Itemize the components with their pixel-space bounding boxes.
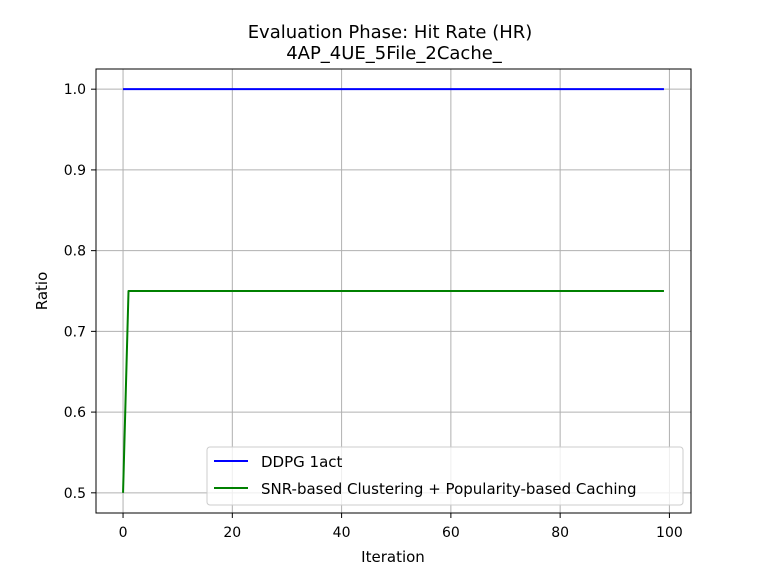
chart-subtitle: 4AP_4UE_5File_2Cache_ bbox=[286, 43, 503, 64]
y-tick-label: 0.7 bbox=[64, 324, 86, 340]
x-tick-label: 0 bbox=[119, 525, 128, 541]
legend-label-snr-caching: SNR-based Clustering + Popularity-based … bbox=[261, 480, 637, 498]
chart-title: Evaluation Phase: Hit Rate (HR) bbox=[248, 22, 533, 43]
x-axis-label: Iteration bbox=[361, 548, 425, 566]
x-tick-label: 80 bbox=[551, 525, 569, 541]
x-tick-label: 100 bbox=[656, 525, 683, 541]
x-tick-label: 20 bbox=[223, 525, 241, 541]
ticks: 0 20 40 60 80 100 0.5 0.6 0.7 0.8 0.9 1.0 bbox=[64, 82, 683, 541]
legend-box bbox=[206, 446, 684, 506]
y-tick-label: 0.9 bbox=[64, 163, 86, 179]
y-tick-label: 0.5 bbox=[64, 486, 86, 502]
plot-frame bbox=[95, 68, 692, 514]
legend-label-ddpg: DDPG 1act bbox=[261, 453, 343, 471]
y-tick-label: 0.8 bbox=[64, 244, 86, 260]
series-layer bbox=[122, 88, 664, 493]
x-tick-label: 60 bbox=[442, 525, 460, 541]
legend: DDPG 1act SNR-based Clustering + Popular… bbox=[206, 446, 684, 506]
x-tick-label: 40 bbox=[333, 525, 351, 541]
y-axis-label: Ratio bbox=[33, 272, 51, 311]
y-tick-label: 1.0 bbox=[64, 82, 86, 98]
y-tick-label: 0.6 bbox=[64, 405, 86, 421]
series-line-snr-caching bbox=[122, 290, 664, 493]
